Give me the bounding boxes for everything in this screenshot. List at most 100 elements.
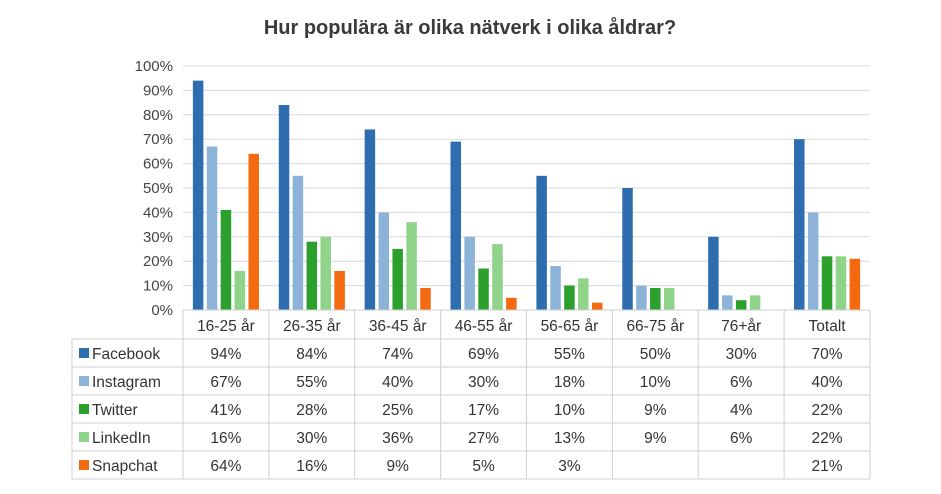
legend-label: Instagram — [92, 374, 161, 391]
bar-snapchat — [849, 258, 861, 310]
bar-twitter — [735, 300, 747, 310]
category-label: 36-45 år — [369, 318, 427, 335]
data-label: 4% — [730, 402, 753, 419]
data-label: 22% — [812, 402, 843, 419]
y-tick-label: 90% — [143, 82, 173, 99]
bar-snapchat — [591, 302, 603, 310]
bar-snapchat — [248, 153, 259, 310]
legend-label: LinkedIn — [92, 430, 151, 447]
y-tick-label: 40% — [143, 204, 173, 221]
y-tick-label: 70% — [143, 131, 173, 148]
bar-linkedin — [492, 244, 503, 310]
data-label: 10% — [640, 374, 671, 391]
data-label: 40% — [812, 374, 843, 391]
data-label: 10% — [554, 402, 585, 419]
bar-snapchat — [420, 288, 431, 310]
data-label: 6% — [730, 374, 753, 391]
data-label: 27% — [468, 430, 499, 447]
bar-linkedin — [663, 288, 675, 310]
data-label: 17% — [468, 402, 499, 419]
data-label: 64% — [210, 458, 241, 475]
bar-instagram — [722, 295, 733, 310]
data-label: 21% — [812, 458, 843, 475]
bar-snapchat — [506, 297, 517, 310]
data-label: 22% — [812, 430, 843, 447]
data-label: 41% — [210, 402, 241, 419]
data-label: 55% — [296, 374, 327, 391]
y-tick-label: 30% — [143, 229, 173, 246]
data-label: 6% — [730, 430, 753, 447]
data-label: 94% — [210, 346, 241, 363]
category-label: 56-65 år — [541, 318, 599, 335]
bar-twitter — [392, 249, 403, 310]
bar-facebook — [364, 129, 376, 310]
bar-snapchat — [334, 270, 345, 310]
bar-instagram — [550, 266, 561, 310]
bar-linkedin — [835, 256, 847, 310]
bar-facebook — [278, 105, 290, 310]
data-label: 9% — [386, 458, 409, 475]
bar-twitter — [478, 268, 489, 310]
data-label: 67% — [210, 374, 241, 391]
data-table: 16-25 år 26-35 år 36-45 år 46-55 år 56-65 år… — [71, 309, 871, 480]
bar-facebook — [450, 141, 462, 310]
category-label: 46-55 år — [455, 318, 513, 335]
chart-title: Hur populära är olika nätverk i olika ål… — [264, 16, 676, 39]
data-label: 55% — [554, 346, 585, 363]
y-tick-label: 10% — [143, 278, 173, 295]
bar-facebook — [536, 175, 547, 310]
bar-twitter — [306, 241, 318, 310]
category-label: 16-25 år — [197, 318, 255, 335]
data-label: 40% — [382, 374, 413, 391]
bar-linkedin — [320, 236, 331, 310]
category-label: 26-35 år — [283, 318, 341, 335]
y-axis-tick-labels: 0% 10% 20% 30% 40% 50% 60% 70% 80% 90% 100% — [135, 58, 173, 319]
data-label: 9% — [644, 430, 667, 447]
legend-key-facebook — [79, 348, 89, 358]
data-label: 13% — [554, 430, 585, 447]
data-label: 70% — [812, 346, 843, 363]
data-label: 30% — [468, 374, 499, 391]
bar-facebook — [708, 236, 719, 310]
bar-instagram — [636, 285, 647, 310]
legend-key-linkedin — [79, 432, 89, 442]
bar-linkedin — [234, 270, 246, 310]
legend-key-instagram — [79, 376, 89, 386]
bar-instagram — [464, 236, 475, 310]
bar-twitter — [220, 209, 232, 310]
bar-instagram — [378, 212, 390, 310]
data-label: 36% — [382, 430, 413, 447]
data-label: 25% — [382, 402, 413, 419]
y-tick-label: 20% — [143, 253, 173, 270]
data-label: 3% — [558, 458, 581, 475]
bar-instagram — [206, 146, 218, 310]
bars — [192, 80, 861, 310]
y-tick-label: 0% — [151, 302, 173, 319]
legend-label: Snapchat — [92, 458, 158, 475]
data-label: 30% — [296, 430, 327, 447]
legend-key-twitter — [79, 404, 89, 414]
data-label: 74% — [382, 346, 413, 363]
bar-linkedin — [578, 278, 589, 310]
y-tick-label: 100% — [135, 58, 173, 75]
data-label: 50% — [640, 346, 671, 363]
bar-twitter — [564, 285, 575, 310]
y-tick-label: 60% — [143, 156, 173, 173]
category-label: 76+år — [721, 318, 761, 335]
legend-label: Twitter — [92, 402, 138, 419]
bar-linkedin — [749, 295, 761, 310]
data-label: 16% — [210, 430, 241, 447]
bar-facebook — [192, 80, 204, 310]
bar-twitter — [650, 288, 661, 310]
category-label: Totalt — [809, 318, 847, 335]
bar-facebook — [794, 139, 805, 310]
y-tick-label: 80% — [143, 107, 173, 124]
y-tick-label: 50% — [143, 180, 173, 197]
data-label: 30% — [726, 346, 757, 363]
data-label: 28% — [296, 402, 327, 419]
data-label: 69% — [468, 346, 499, 363]
legend-key-snapchat — [79, 460, 89, 470]
bar-linkedin — [406, 222, 417, 310]
data-label: 84% — [296, 346, 327, 363]
